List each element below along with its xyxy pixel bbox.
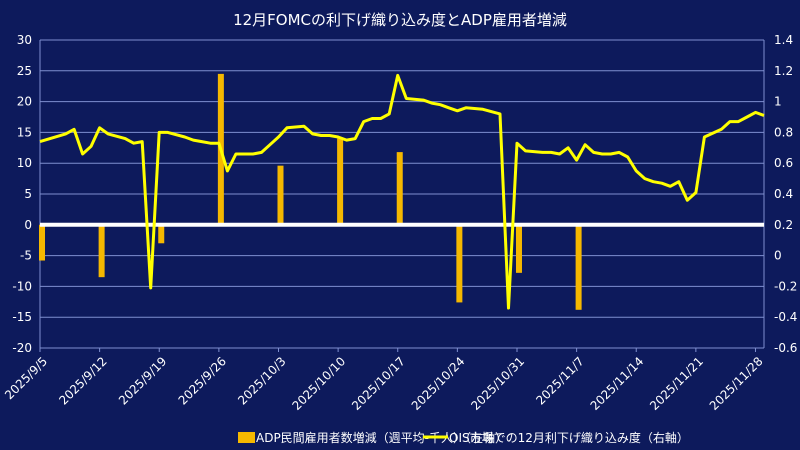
bar-adp xyxy=(277,165,284,225)
right-tick-label: 0 xyxy=(774,249,782,263)
right-tick-label: 1 xyxy=(774,95,782,109)
chart-title: 12月FOMCの利下げ織り込み度とADP雇用者増減 xyxy=(233,11,567,29)
left-tick-label: 30 xyxy=(17,33,32,47)
legend: ADP民間雇用者数増減（週平均-千人）（左軸） OIS市場での12月利下げ織り込… xyxy=(238,430,689,445)
right-axis: -0.6 -0.4 -0.2 0 0.2 0.4 0.6 0.8 1 1.2 1.4 xyxy=(774,33,797,355)
left-tick-label: 0 xyxy=(24,218,32,232)
right-tick-label: 0.8 xyxy=(774,125,793,139)
right-tick-label: 0.4 xyxy=(774,187,793,201)
left-tick-label: 20 xyxy=(17,95,32,109)
left-tick-label: -10 xyxy=(12,279,32,293)
line-layer xyxy=(39,73,765,310)
bar-adp xyxy=(39,224,45,261)
left-tick-label: 15 xyxy=(17,125,32,139)
right-tick-label: -0.6 xyxy=(774,341,797,355)
right-tick-label: 1.4 xyxy=(774,33,793,47)
left-tick-label: -5 xyxy=(20,249,32,263)
left-tick-label: 25 xyxy=(17,64,32,78)
bar-adp xyxy=(575,224,582,310)
right-tick-label: 0.6 xyxy=(774,156,793,170)
right-tick-label: -0.4 xyxy=(774,310,797,324)
bar-adp xyxy=(158,224,165,244)
legend-label-ois: OIS市場での12月利下げ織り込み度（右軸） xyxy=(449,430,689,445)
left-axis: -20 -15 -10 -5 0 5 10 15 20 25 30 xyxy=(12,33,32,355)
legend-swatch-adp xyxy=(238,432,255,443)
left-tick-label: -15 xyxy=(12,310,32,324)
left-tick-label: 5 xyxy=(24,187,32,201)
legend-label-adp: ADP民間雇用者数増減（週平均-千人）（左軸） xyxy=(256,430,507,445)
bar-adp xyxy=(337,138,344,225)
bar-adp xyxy=(515,224,522,273)
bar-adp xyxy=(456,224,463,303)
right-tick-label: 1.2 xyxy=(774,64,793,78)
left-tick-label: -20 xyxy=(12,341,32,355)
right-tick-label: 0.2 xyxy=(774,218,793,232)
bar-adp xyxy=(98,224,105,278)
bar-adp xyxy=(396,152,403,225)
line-ois xyxy=(39,73,765,310)
left-tick-label: 10 xyxy=(17,156,32,170)
right-tick-label: -0.2 xyxy=(774,279,797,293)
